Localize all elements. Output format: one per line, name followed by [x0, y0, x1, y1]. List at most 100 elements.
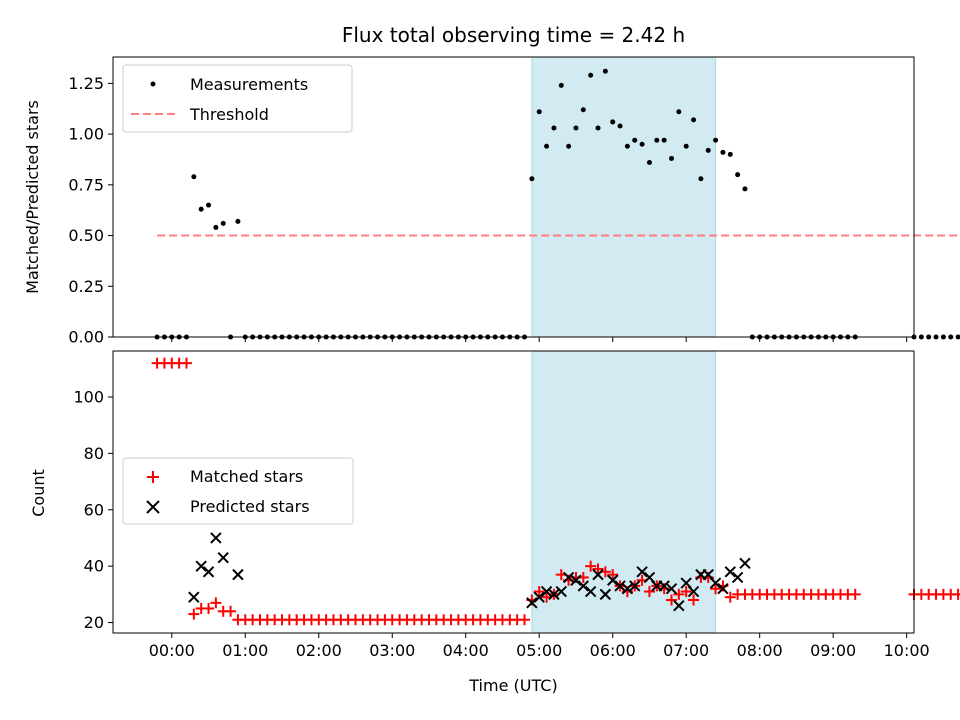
- measurement-point: [683, 143, 689, 149]
- predicted-stars-point: [606, 574, 619, 586]
- measurement-point: [948, 334, 954, 340]
- predicted-stars-point: [188, 591, 200, 603]
- matched-stars-point: [849, 588, 861, 600]
- matched-stars-point: [188, 608, 200, 620]
- measurement-point: [580, 107, 586, 113]
- measurement-point: [735, 172, 741, 178]
- y-tick-label: 100: [73, 387, 104, 406]
- measurement-point: [191, 174, 197, 180]
- legend-predicted-marker: [146, 500, 160, 514]
- predicted-stars-point: [217, 551, 229, 564]
- top-legend: Measurements Threshold: [122, 64, 353, 133]
- legend-measurements-label: Measurements: [190, 75, 308, 94]
- y-tick-label: 60: [84, 500, 104, 519]
- matched-stars-point: [203, 602, 215, 614]
- predicted-stars-point: [636, 566, 648, 578]
- predicted-stars-point: [526, 597, 538, 609]
- measurement-point: [566, 143, 572, 149]
- legend-matched-marker: [147, 471, 159, 483]
- measurement-point: [720, 149, 726, 155]
- matched-stars-point: [688, 594, 700, 606]
- predicted-stars-point: [555, 585, 567, 598]
- matched-stars-point: [952, 588, 960, 600]
- bottom-panel: 20 40 60 80 100 00:00 01:00 02:00 03:00 04:00 05:…: [29, 350, 960, 695]
- measurement-point: [551, 125, 557, 131]
- measurement-point: [573, 125, 579, 131]
- matched-stars-point: [673, 588, 685, 600]
- measurement-point: [661, 137, 667, 143]
- top-y-axis-label: Matched/Predicted stars: [23, 100, 42, 294]
- predicted-stars-point: [658, 580, 670, 592]
- legend-predicted-label: Predicted stars: [190, 497, 310, 516]
- measurement-point: [588, 72, 594, 78]
- y-tick-label: 0.50: [68, 226, 104, 245]
- predicted-stars-point: [202, 566, 215, 578]
- measurement-point: [206, 202, 212, 208]
- matched-stars-point: [180, 357, 192, 369]
- bottom-axes-frame: [112, 350, 915, 634]
- measurement-point: [676, 109, 682, 115]
- predicted-stars-point: [195, 560, 207, 572]
- x-tick-label: 09:00: [810, 641, 856, 660]
- measurement-point: [235, 218, 241, 224]
- measurement-point: [617, 123, 623, 129]
- matched-stars-point: [680, 586, 692, 598]
- predicted-stars-point: [577, 580, 590, 592]
- y-tick-label: 1.00: [68, 125, 104, 144]
- predicted-stars-point: [629, 580, 641, 592]
- predicted-stars-point: [724, 566, 736, 578]
- bottom-y-axis-label: Count: [29, 469, 48, 517]
- predicted-stars-point: [739, 557, 751, 570]
- predicted-stars-point: [548, 588, 560, 601]
- measurement-point: [602, 68, 608, 74]
- matched-stars-point: [592, 563, 604, 575]
- x-tick-label: 08:00: [737, 641, 783, 660]
- y-tick-label: 0.75: [68, 175, 104, 194]
- predicted-stars-point: [687, 585, 700, 598]
- y-tick-label: 80: [84, 444, 104, 463]
- top-axes-frame: [112, 56, 915, 338]
- matched-stars-point: [210, 597, 222, 609]
- measurement-point: [727, 151, 733, 157]
- measurement-point: [529, 176, 535, 182]
- measurement-point: [691, 117, 697, 123]
- measurement-point: [558, 82, 564, 88]
- measurement-point: [536, 109, 542, 115]
- y-tick-label: 0.25: [68, 277, 104, 296]
- bottom-plot-area: [151, 357, 960, 626]
- predicted-stars-point: [614, 580, 626, 592]
- measurement-point: [705, 147, 711, 153]
- matched-stars-point: [665, 594, 677, 606]
- y-tick-label: 0.00: [68, 328, 104, 347]
- top-shaded-span: [531, 56, 717, 338]
- predicted-stars-point: [210, 532, 222, 544]
- top-legend-box: [122, 64, 353, 133]
- legend-measurements-marker: [150, 81, 156, 87]
- predicted-stars-point: [673, 599, 685, 612]
- measurement-point: [646, 160, 652, 166]
- measurement-point: [668, 155, 674, 161]
- measurement-point: [220, 220, 226, 226]
- matched-stars-point: [643, 586, 655, 598]
- matched-stars-point: [519, 614, 531, 626]
- measurement-point: [918, 334, 924, 340]
- x-tick-label: 10:00: [884, 641, 930, 660]
- x-axis-label: Time (UTC): [468, 676, 557, 695]
- predicted-stars-point: [232, 568, 244, 581]
- measurement-point: [933, 334, 939, 340]
- measurement-point: [213, 224, 219, 230]
- x-tick-label: 03:00: [369, 641, 415, 660]
- legend-matched-label: Matched stars: [190, 467, 303, 486]
- top-panel: 0.00 0.25 0.50 0.75 1.00 1.25 Flux total obse…: [23, 23, 960, 347]
- predicted-stars-point: [731, 571, 744, 584]
- predicted-stars-point: [562, 571, 575, 584]
- top-x-ticks: [171, 337, 908, 342]
- measurement-point: [955, 334, 960, 340]
- x-tick-label: 06:00: [590, 641, 636, 660]
- predicted-stars-point: [717, 583, 729, 595]
- y-tick-label: 1.25: [68, 74, 104, 93]
- measurement-point: [742, 186, 748, 192]
- measurement-point: [713, 137, 719, 143]
- predicted-stars-point: [533, 591, 545, 603]
